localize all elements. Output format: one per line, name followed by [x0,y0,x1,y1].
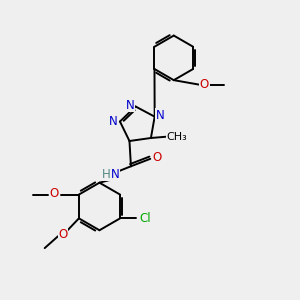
Text: Cl: Cl [140,212,151,225]
Text: N: N [126,98,135,112]
Text: O: O [50,188,59,200]
Text: N: N [156,109,164,122]
Text: N: N [111,168,120,181]
Text: O: O [58,228,68,241]
Text: H: H [102,168,111,181]
Text: N: N [109,115,118,128]
Text: O: O [200,77,209,91]
Text: CH₃: CH₃ [167,131,187,142]
Text: O: O [152,151,161,164]
